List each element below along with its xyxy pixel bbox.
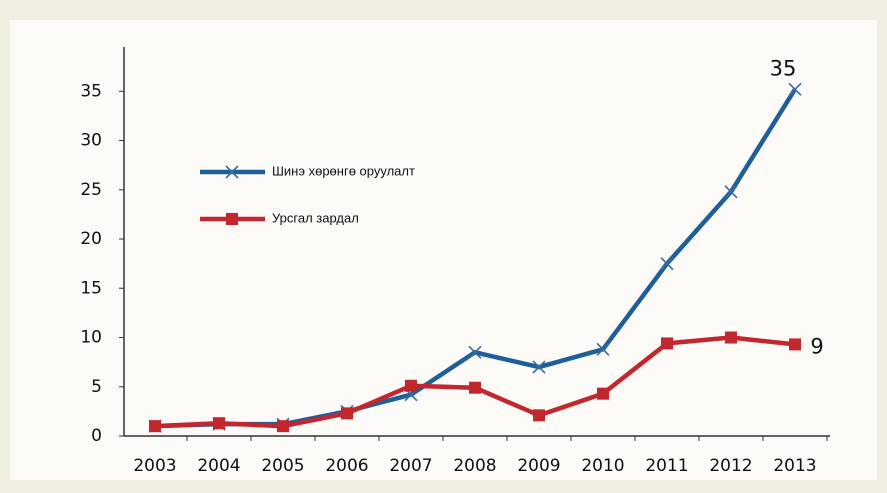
point [532,360,546,374]
point [789,338,801,351]
plot-panel [10,20,877,480]
y-tick-label: 35 [80,81,102,101]
point [213,417,225,430]
y-tick-label: 25 [80,180,102,200]
x-tick-label: 2006 [325,456,368,476]
point [725,331,737,344]
y-tick-label: 20 [80,229,102,249]
point [469,381,481,394]
x-tick-label: 2003 [133,456,176,476]
y-tick-label: 5 [91,377,102,397]
point [468,345,482,359]
x-tick-label: 2009 [517,456,560,476]
x-tick-label: 2007 [389,456,432,476]
x-tick-label: 2012 [709,456,752,476]
legend-marker [226,213,238,225]
x-tick-label: 2008 [453,456,496,476]
legend-label: Урсгал зардал [272,210,359,225]
x-tick-label: 2005 [261,456,304,476]
x-tick-label: 2004 [197,456,240,476]
y-tick-label: 15 [80,278,102,298]
point [149,420,161,433]
x-tick-label: 2011 [645,456,688,476]
legend-marker [225,165,239,179]
point [341,407,353,420]
point [788,82,802,96]
point [405,379,417,392]
point [661,337,673,350]
y-tick-label: 30 [80,131,102,151]
point [660,257,674,271]
y-tick-label: 10 [80,328,102,348]
data-label: 35 [770,56,797,80]
x-tick-label: 2013 [773,456,816,476]
data-label: 9 [810,334,823,358]
legend-label: Шинэ хөрөнгө оруулалт [272,163,415,178]
point [533,409,545,422]
point [596,342,610,356]
point [277,420,289,433]
point [597,387,609,400]
y-tick-label: 0 [91,426,102,446]
x-tick-label: 2010 [581,456,624,476]
point [724,185,738,199]
